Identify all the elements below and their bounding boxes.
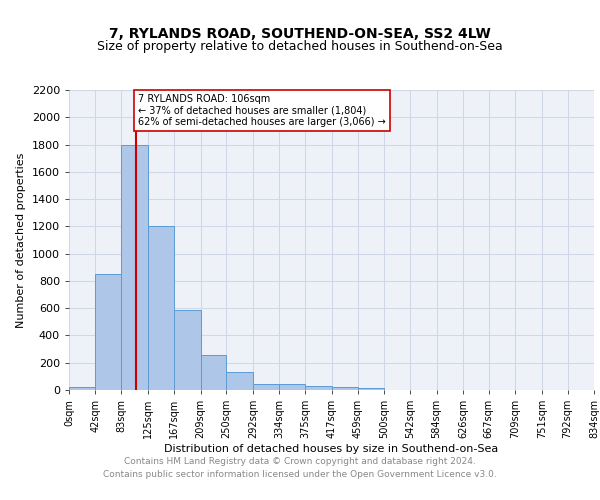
Bar <box>226 372 253 390</box>
Text: Contains HM Land Registry data © Crown copyright and database right 2024.: Contains HM Land Registry data © Crown c… <box>124 458 476 466</box>
Bar <box>121 144 148 390</box>
Bar <box>148 226 174 390</box>
X-axis label: Distribution of detached houses by size in Southend-on-Sea: Distribution of detached houses by size … <box>164 444 499 454</box>
Bar <box>253 384 279 390</box>
Bar <box>279 384 305 390</box>
Bar <box>200 355 226 390</box>
Bar <box>69 386 95 390</box>
Text: 7, RYLANDS ROAD, SOUTHEND-ON-SEA, SS2 4LW: 7, RYLANDS ROAD, SOUTHEND-ON-SEA, SS2 4L… <box>109 28 491 42</box>
Text: Contains public sector information licensed under the Open Government Licence v3: Contains public sector information licen… <box>103 470 497 479</box>
Text: 7 RYLANDS ROAD: 106sqm
← 37% of detached houses are smaller (1,804)
62% of semi-: 7 RYLANDS ROAD: 106sqm ← 37% of detached… <box>138 94 386 127</box>
Y-axis label: Number of detached properties: Number of detached properties <box>16 152 26 328</box>
Bar <box>95 274 121 390</box>
Bar <box>174 310 200 390</box>
Bar <box>331 388 358 390</box>
Bar <box>358 388 384 390</box>
Text: Size of property relative to detached houses in Southend-on-Sea: Size of property relative to detached ho… <box>97 40 503 53</box>
Bar <box>305 386 331 390</box>
